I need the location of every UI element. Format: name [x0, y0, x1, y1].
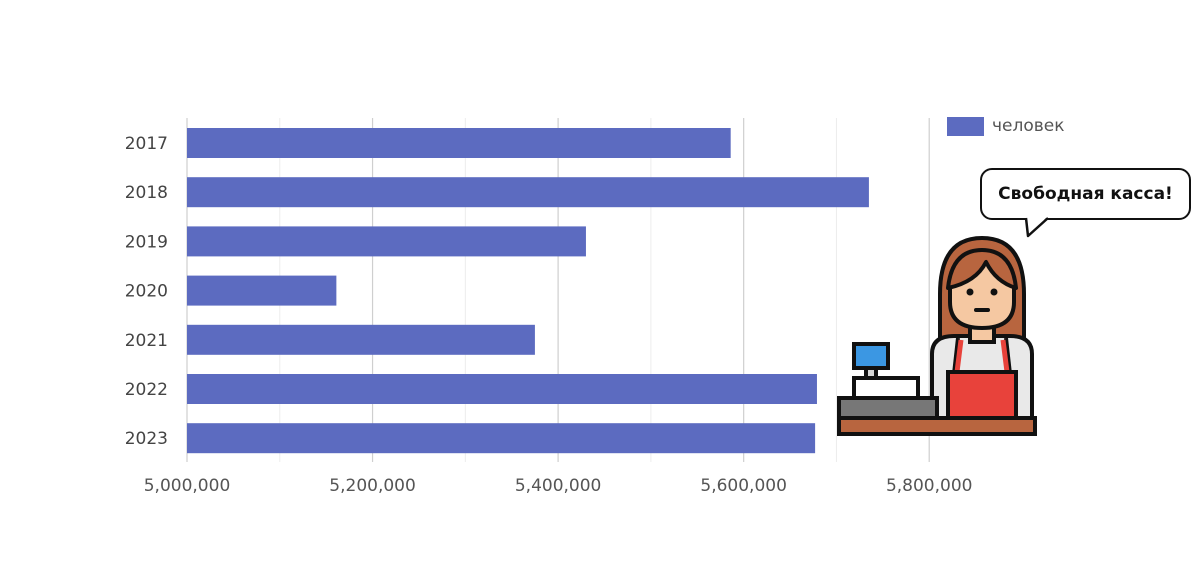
chart-bars	[187, 128, 869, 454]
cashier-at-register-icon	[837, 236, 1037, 436]
bar-2020	[187, 275, 337, 306]
y-category-label: 2019	[125, 232, 168, 252]
chart-grid	[186, 118, 930, 462]
bar-2022	[187, 374, 817, 404]
speech-bubble: Свободная касса!	[980, 168, 1191, 220]
y-category-label: 2018	[125, 183, 168, 203]
y-axis-labels: 2017 2018 2019 2020 2021 2022 2023	[125, 134, 168, 449]
y-category-label: 2021	[125, 331, 168, 351]
legend-label: человек	[992, 116, 1065, 136]
x-tick-label: 5,800,000	[886, 476, 973, 496]
x-tick-label: 5,000,000	[144, 476, 231, 496]
y-category-label: 2020	[125, 282, 168, 302]
speech-bubble-tail	[1024, 216, 1049, 238]
x-tick-label: 5,200,000	[329, 476, 416, 496]
x-axis-labels: 5,000,000 5,200,000 5,400,000 5,600,000 5,80…	[144, 476, 973, 496]
bar-2021	[187, 324, 535, 355]
legend-swatch	[947, 116, 984, 136]
x-tick-label: 5,400,000	[515, 476, 602, 496]
bar-2019	[187, 226, 586, 257]
y-category-label: 2017	[125, 134, 168, 154]
bar-2018	[187, 177, 869, 208]
x-tick-label: 5,600,000	[700, 476, 787, 496]
bar-2017	[187, 128, 731, 158]
chart-legend: человек	[947, 116, 1065, 136]
y-category-label: 2023	[125, 429, 168, 449]
speech-bubble-text: Свободная касса!	[998, 184, 1173, 204]
y-category-label: 2022	[125, 380, 168, 400]
bar-2023	[187, 423, 816, 454]
